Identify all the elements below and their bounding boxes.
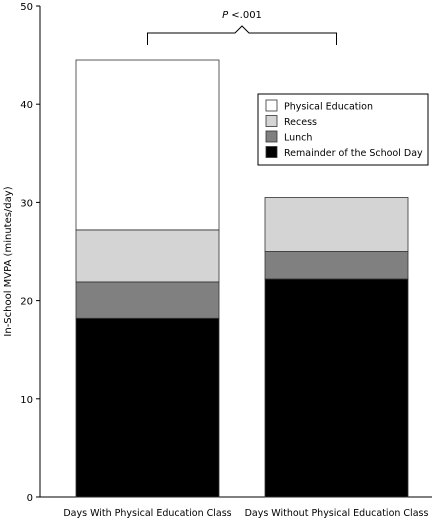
y-tick-label: 30 xyxy=(20,198,33,209)
bar-segment-lunch xyxy=(75,281,220,319)
bar-segment-physical-education xyxy=(75,59,220,231)
y-tick-label: 0 xyxy=(27,493,33,504)
bars xyxy=(75,59,409,498)
bar-segment-recess xyxy=(264,197,409,252)
legend-box xyxy=(257,93,429,166)
legend-swatch-recess xyxy=(265,115,278,127)
legend-label-physical-education: Physical Education xyxy=(284,102,373,113)
p-value-label: P <.001 xyxy=(222,10,262,21)
category-labels: Days With Physical Education Class Days W… xyxy=(63,508,428,519)
significance-bracket xyxy=(147,25,337,45)
significance-annotation: P <.001 xyxy=(147,10,337,45)
p-value: <.001 xyxy=(228,10,262,21)
x-category-label: Days Without Physical Education Class xyxy=(245,508,429,519)
y-tick-label: 40 xyxy=(20,100,33,111)
y-tick-label: 10 xyxy=(20,395,33,406)
legend-label-remainder-of-the-school-day: Remainder of the School Day xyxy=(284,148,423,159)
bar-segment-lunch xyxy=(264,251,409,280)
legend-swatch-lunch xyxy=(265,130,278,143)
legend-label-recess: Recess xyxy=(284,117,317,128)
p-symbol: P xyxy=(222,10,229,21)
y-tick-label: 50 xyxy=(20,2,33,13)
legend-swatch-remainder-of-the-school-day xyxy=(265,146,278,158)
x-category-label: Days With Physical Education Class xyxy=(63,508,231,519)
bar-segment-recess xyxy=(75,229,220,283)
legend: Physical Education Recess Lunch Remainder o… xyxy=(257,93,429,166)
bar-segment-remainder-of-the-school-day xyxy=(75,317,220,498)
legend-swatch-physical-education xyxy=(265,99,278,112)
y-tick-label: 20 xyxy=(20,297,33,308)
y-axis-title: In-School MVPA (minutes/day) xyxy=(3,186,14,336)
legend-label-lunch: Lunch xyxy=(284,133,312,144)
bar-segment-remainder-of-the-school-day xyxy=(264,278,409,498)
